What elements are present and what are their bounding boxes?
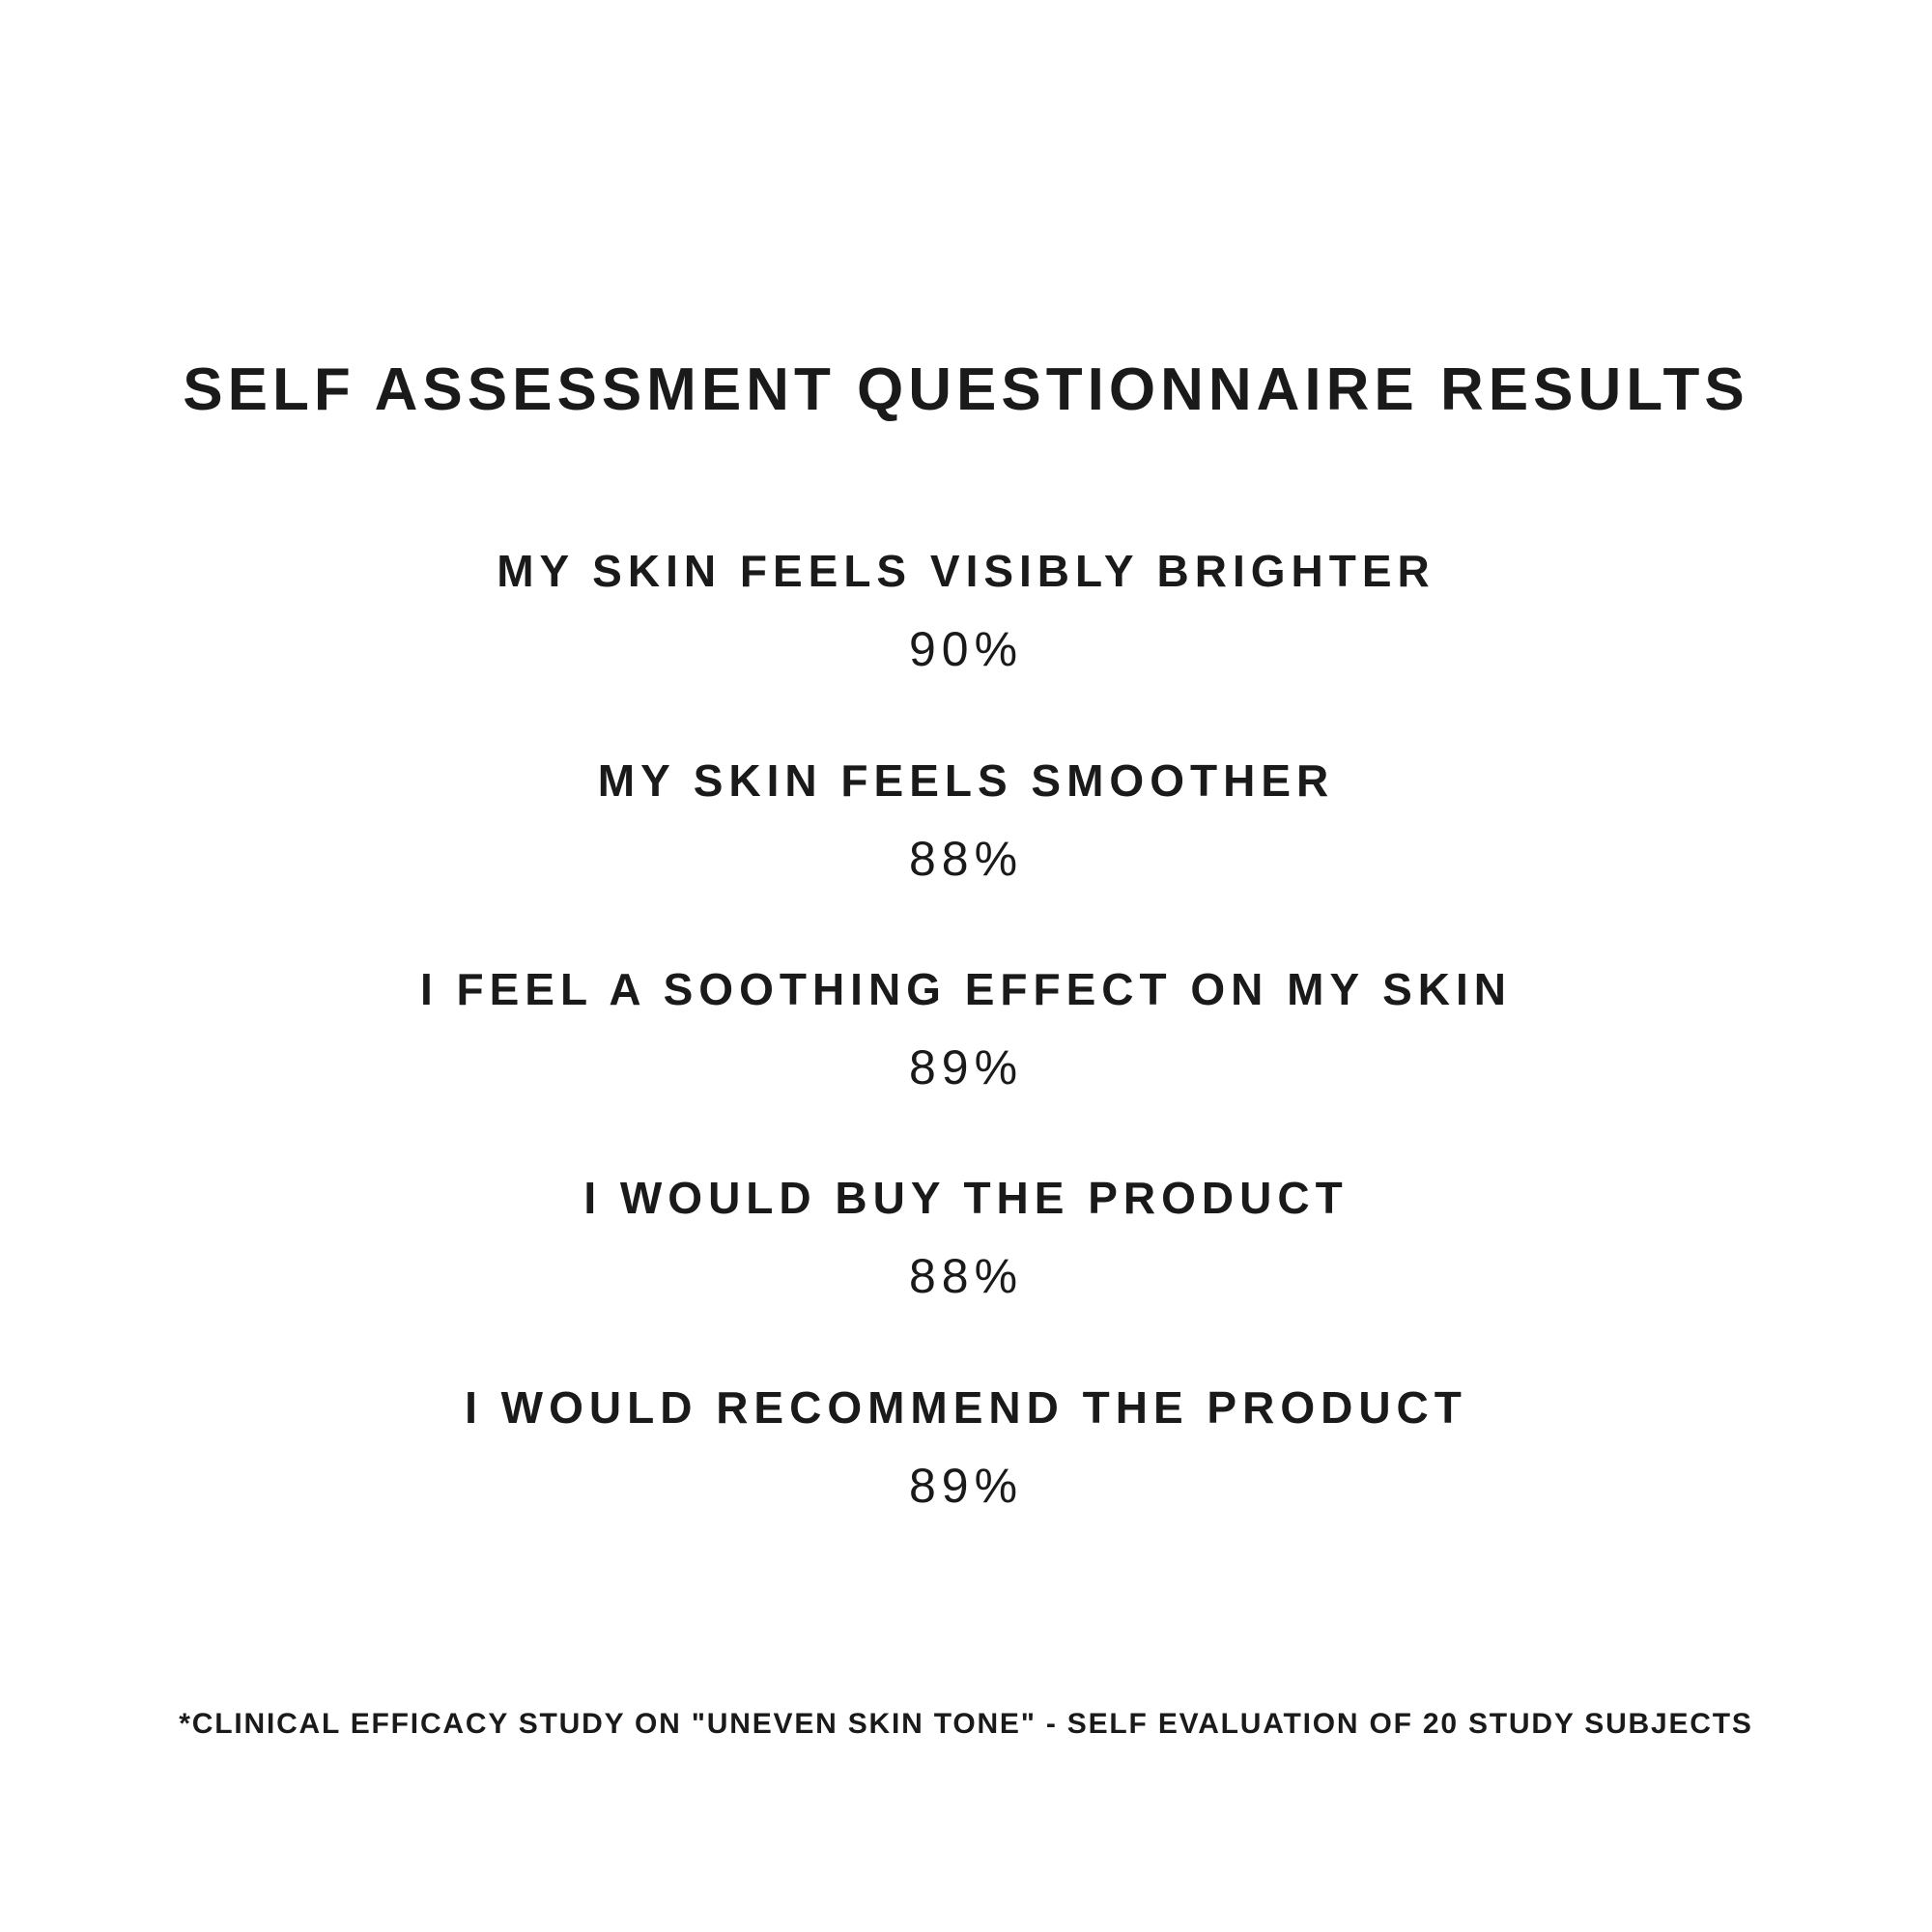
result-item: I FEEL A SOOTHING EFFECT ON MY SKIN 89%: [0, 964, 1932, 1095]
result-value: 90%: [908, 622, 1024, 677]
question-label: I FEEL A SOOTHING EFFECT ON MY SKIN: [419, 964, 1513, 1015]
question-label: I WOULD BUY THE PRODUCT: [583, 1173, 1349, 1224]
result-item: I WOULD RECOMMEND THE PRODUCT 89%: [0, 1382, 1932, 1514]
study-footnote: *CLINICAL EFFICACY STUDY ON "UNEVEN SKIN…: [179, 1708, 1753, 1740]
result-value: 89%: [908, 1039, 1024, 1094]
result-item: I WOULD BUY THE PRODUCT 88%: [0, 1173, 1932, 1304]
result-value: 88%: [908, 1249, 1024, 1304]
results-list: MY SKIN FEELS VISIBLY BRIGHTER 90% MY SK…: [0, 546, 1932, 1514]
question-label: I WOULD RECOMMEND THE PRODUCT: [465, 1381, 1467, 1433]
result-value: 89%: [908, 1458, 1024, 1513]
result-item: MY SKIN FEELS SMOOTHER 88%: [0, 755, 1932, 887]
question-label: MY SKIN FEELS SMOOTHER: [597, 754, 1335, 806]
page-title: SELF ASSESSMENT QUESTIONNAIRE RESULTS: [183, 356, 1749, 423]
question-label: MY SKIN FEELS VISIBLY BRIGHTER: [497, 546, 1435, 597]
result-value: 88%: [908, 831, 1024, 886]
result-item: MY SKIN FEELS VISIBLY BRIGHTER 90%: [0, 546, 1932, 677]
